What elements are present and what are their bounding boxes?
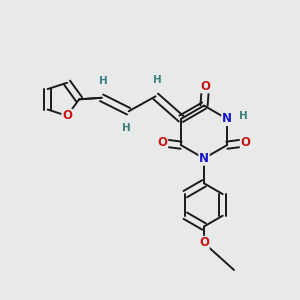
Text: H: H (153, 75, 161, 85)
Text: O: O (241, 136, 250, 149)
Text: O: O (199, 236, 209, 250)
Text: O: O (200, 80, 211, 93)
Text: O: O (62, 109, 72, 122)
Text: N: N (199, 152, 209, 165)
Text: H: H (99, 76, 107, 86)
Text: N: N (222, 112, 232, 125)
Text: H: H (239, 111, 248, 122)
Text: O: O (158, 136, 167, 149)
Text: H: H (122, 123, 130, 133)
